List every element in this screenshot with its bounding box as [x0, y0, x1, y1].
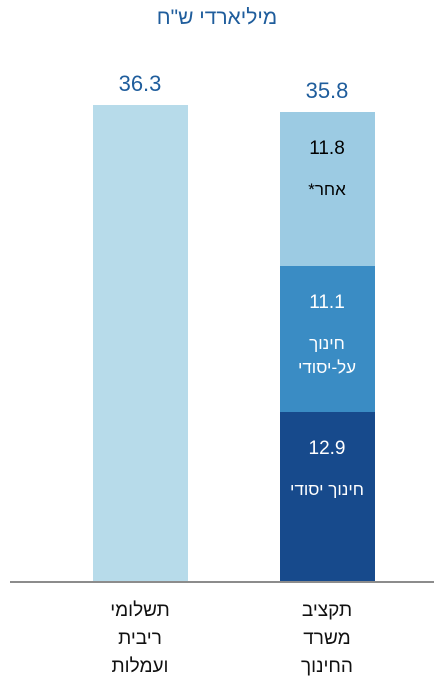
segment-value-label: 12.9 [308, 437, 346, 459]
segment-name-label: חינוך יסודי [290, 479, 364, 499]
total-label: 35.8 [305, 77, 349, 103]
x-tick-label: תשלומי ריבית ועמלות [110, 600, 170, 677]
baseline [10, 581, 434, 583]
bar-segment: 11.1 חינוך על-יסודי [279, 266, 375, 412]
total-label: 36.3 [118, 71, 162, 96]
bar-segment [92, 105, 188, 581]
segment-name-label: חינוך על-יסודי [297, 334, 357, 378]
chart-title: מיליארדי ש"ח [156, 6, 278, 29]
bar-segment: 11.8 אחר* [279, 111, 375, 267]
segment-value-label: 11.8 [309, 137, 345, 159]
x-tick-label: תקציב משרד החינוך [301, 600, 353, 677]
bar-segment: 12.9 חינוך יסודי [279, 411, 375, 581]
segment-value-label: 11.1 [309, 292, 345, 314]
segment-name-label: אחר* [308, 179, 346, 199]
